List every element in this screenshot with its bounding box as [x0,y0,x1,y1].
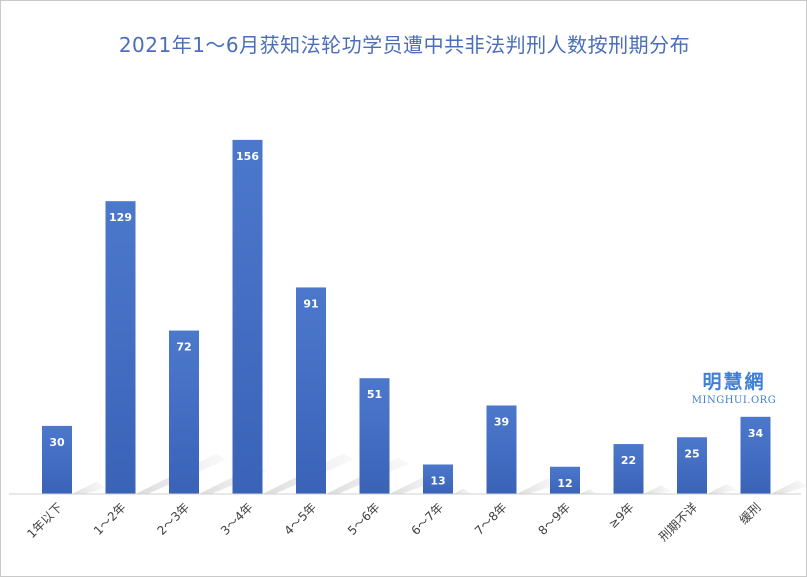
x-tick-label: 8～9年 [535,500,573,538]
bar-shadow [516,478,558,494]
x-tick-label: 1年以下 [24,500,65,541]
chart-title: 2021年1～6月获知法轮功学员遭中共非法判刑人数按刑期分布 [118,33,691,57]
data-label: 91 [303,297,318,310]
data-label: 39 [494,415,509,428]
bars [42,139,771,495]
bar [169,330,199,494]
x-tick-label: ≥9年 [606,500,637,531]
bar-shadow [707,484,737,494]
bar [105,201,136,495]
value-labels: 30 129 72 156 91 51 13 39 12 22 25 34 [49,150,763,490]
data-label: 30 [49,436,65,449]
data-label: 34 [748,427,764,440]
bar [296,287,326,494]
watermark-en: MINGHUI.ORG [691,395,777,406]
bar-shadow [453,488,474,495]
bar-shadow [643,485,672,494]
x-tick-label: 2～3年 [154,500,192,538]
x-tick-labels: 1年以下 1～2年 2～3年 3～4年 4～5年 5～6年 6～7年 7～8年 8～9年 ≥9年刑… [24,500,763,545]
data-label: 13 [430,474,445,487]
data-label: 12 [557,477,572,490]
x-tick-label: 3～4年 [218,500,256,538]
data-label: 22 [621,454,636,467]
bar [423,464,453,494]
bar [232,139,263,494]
data-label: 25 [684,447,699,460]
bar [359,378,390,494]
data-label: 156 [236,150,259,163]
bar [740,416,771,494]
x-tick-label: 4～5年 [281,500,319,538]
data-label: 129 [109,211,132,224]
bar [677,437,707,494]
x-tick-label: 1～2年 [91,500,129,538]
bar [42,425,72,494]
data-label: 72 [176,341,191,354]
watermark-logo: 明慧網 MINGHUI.ORG [689,367,779,406]
bar-shadow [770,480,806,494]
bar [550,466,580,494]
x-tick-label: 6～7年 [408,500,446,538]
watermark-cn: 明慧網 [702,371,766,393]
bar [486,405,517,494]
x-tick-label: 7～8年 [472,500,510,538]
bar-shadow [72,482,106,494]
x-tick-label: 缓刑 [737,500,764,527]
data-label: 51 [367,388,382,401]
x-tick-label: 刑期不详 [656,500,701,545]
bar [613,444,644,494]
x-tick-label: 5～6年 [345,500,383,538]
